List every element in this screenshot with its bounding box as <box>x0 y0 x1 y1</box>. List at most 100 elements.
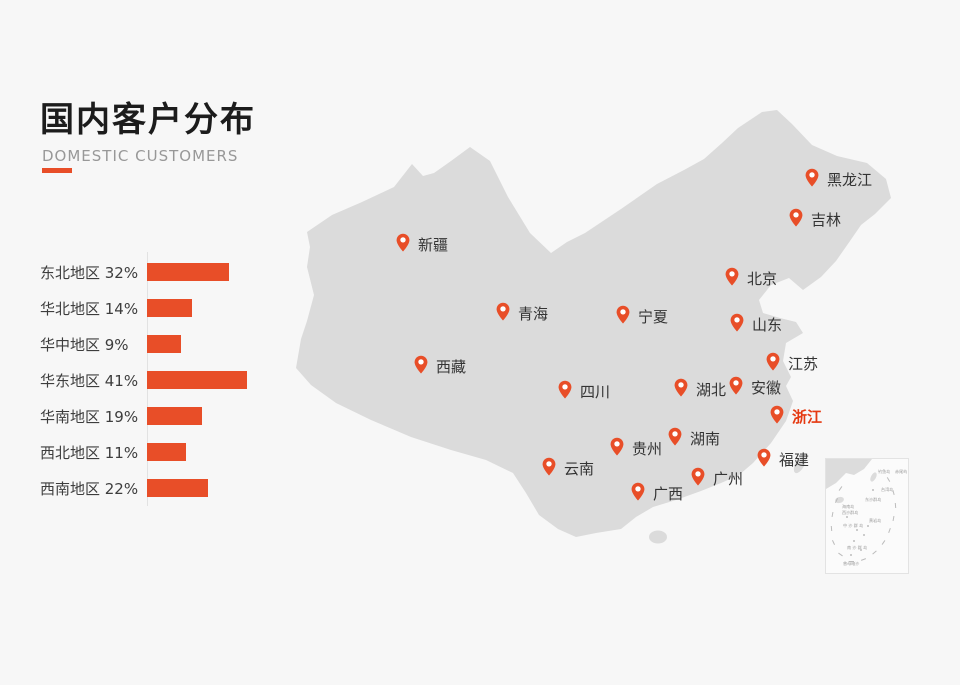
inset-island-dot <box>846 516 848 518</box>
pin-label: 云南 <box>564 460 595 478</box>
map-pin-icon <box>674 378 688 397</box>
location-pin-吉林: 吉林 <box>789 208 842 229</box>
pin-label: 江苏 <box>788 355 819 373</box>
pin-label: 湖北 <box>696 381 727 399</box>
bar-row: 华东地区 41% <box>40 362 290 398</box>
map-pin-icon <box>757 448 771 467</box>
bar-row: 西南地区 22% <box>40 470 290 506</box>
pin-label: 宁夏 <box>638 308 669 326</box>
bar-label: 西北地区 11% <box>40 443 139 462</box>
location-pin-北京: 北京 <box>725 267 778 288</box>
pin-label: 新疆 <box>418 236 449 254</box>
bar-row: 华中地区 9% <box>40 326 290 362</box>
map-pin-icon <box>414 355 428 374</box>
location-pin-黑龙江: 黑龙江 <box>805 168 873 189</box>
pin-label: 广州 <box>713 470 744 488</box>
pin-label: 福建 <box>779 451 810 469</box>
pin-label: 北京 <box>747 270 778 288</box>
china-map-silhouette <box>296 110 891 544</box>
bar-label: 华东地区 41% <box>40 371 139 390</box>
inset-island-label: 台湾岛 <box>881 487 894 493</box>
bar-label: 华中地区 9% <box>40 335 129 354</box>
location-pin-四川: 四川 <box>558 380 611 401</box>
map-pin-icon <box>542 457 556 476</box>
location-pin-贵州: 贵州 <box>610 437 663 458</box>
location-pin-福建: 福建 <box>757 448 810 469</box>
location-pin-新疆: 新疆 <box>396 233 449 254</box>
location-pin-广西: 广西 <box>631 482 684 503</box>
inset-island-dot <box>872 489 874 491</box>
map-pin-icon <box>396 233 410 252</box>
pin-label: 安徽 <box>751 379 782 397</box>
inset-island-label: 钓鱼岛 <box>878 469 891 475</box>
map-pin-icon <box>730 313 744 332</box>
inset-island-label: 西沙群岛 <box>842 510 859 516</box>
bar-chart: 东北地区 32% 华北地区 14% 华中地区 9% 华东地区 41% 华南地区 19% 西… <box>40 254 290 506</box>
pin-label: 贵州 <box>632 440 663 458</box>
map-pin-icon <box>610 437 624 456</box>
map-pin-icon <box>691 467 705 486</box>
bar-row: 华南地区 19% <box>40 398 290 434</box>
bar-label: 华北地区 14% <box>40 299 139 318</box>
pin-label: 浙江 <box>792 408 823 426</box>
pin-label: 四川 <box>580 383 611 401</box>
map-pin-icon <box>729 376 743 395</box>
map-pin-icon <box>805 168 819 187</box>
map-pin-icon <box>789 208 803 227</box>
location-pin-湖北: 湖北 <box>674 378 727 399</box>
inset-island-label: 海南岛 <box>842 504 855 510</box>
taiwan-island-shape <box>793 454 807 474</box>
location-pin-山东: 山东 <box>730 313 783 334</box>
pin-label: 山东 <box>752 316 783 334</box>
south-china-sea-inset: 钓鱼岛 赤尾屿台湾岛东沙群岛海南岛 西沙群岛黄岩岛中 沙 群 岛南 沙 群 岛曾母暗… <box>825 458 909 574</box>
inset-island-label: 黄岩岛 <box>869 518 882 524</box>
location-pin-广州: 广州 <box>691 467 744 488</box>
map-pin-icon <box>725 267 739 286</box>
nine-dash-line-segment <box>849 561 854 562</box>
title-underline <box>42 168 72 173</box>
bar <box>147 299 192 317</box>
hainan-island-shape <box>649 530 667 544</box>
location-pin-湖南: 湖南 <box>668 427 721 448</box>
pin-label: 广西 <box>653 485 684 503</box>
inset-island-dot <box>853 540 855 542</box>
bar <box>147 443 186 461</box>
bar <box>147 479 208 497</box>
mainland-shape <box>296 110 891 537</box>
location-pin-青海: 青海 <box>496 302 548 323</box>
location-pin-宁夏: 宁夏 <box>616 305 669 326</box>
location-pin-江苏: 江苏 <box>766 352 819 373</box>
bar-row: 西北地区 11% <box>40 434 290 470</box>
inset-island-label: 东沙群岛 <box>865 497 882 503</box>
bar-row: 华北地区 14% <box>40 290 290 326</box>
bar <box>147 335 181 353</box>
location-pin-云南: 云南 <box>542 457 595 478</box>
pin-label: 西藏 <box>436 358 467 376</box>
china-map <box>290 85 910 565</box>
inset-island-label: 中 沙 群 岛 <box>843 523 864 529</box>
map-pin-icon <box>496 302 510 321</box>
pin-label: 吉林 <box>811 211 842 229</box>
inset-island-label: 赤尾屿 <box>895 469 908 475</box>
bar <box>147 263 229 281</box>
inset-coast-shape <box>826 459 872 489</box>
pin-label: 黑龙江 <box>827 171 873 189</box>
bar-row: 东北地区 32% <box>40 254 290 290</box>
page-subtitle: DOMESTIC CUSTOMERS <box>42 147 239 165</box>
pin-label: 湖南 <box>690 430 721 448</box>
location-pin-浙江: 浙江 <box>770 405 823 426</box>
map-pin-icon <box>766 352 780 371</box>
page-title: 国内客户分布 <box>40 100 256 140</box>
bar-label: 华南地区 19% <box>40 407 139 426</box>
inset-island-dot <box>863 534 865 536</box>
inset-island-dot <box>867 525 869 527</box>
map-pin-icon <box>558 380 572 399</box>
map-pin-icon <box>616 305 630 324</box>
inset-island-dot <box>850 554 852 556</box>
inset-island-label: 曾母暗沙 <box>843 561 860 567</box>
map-pin-icon <box>770 405 784 424</box>
map-pin-icon <box>668 427 682 446</box>
inset-island-label: 南 沙 群 岛 <box>847 545 868 551</box>
location-pin-西藏: 西藏 <box>414 355 467 376</box>
